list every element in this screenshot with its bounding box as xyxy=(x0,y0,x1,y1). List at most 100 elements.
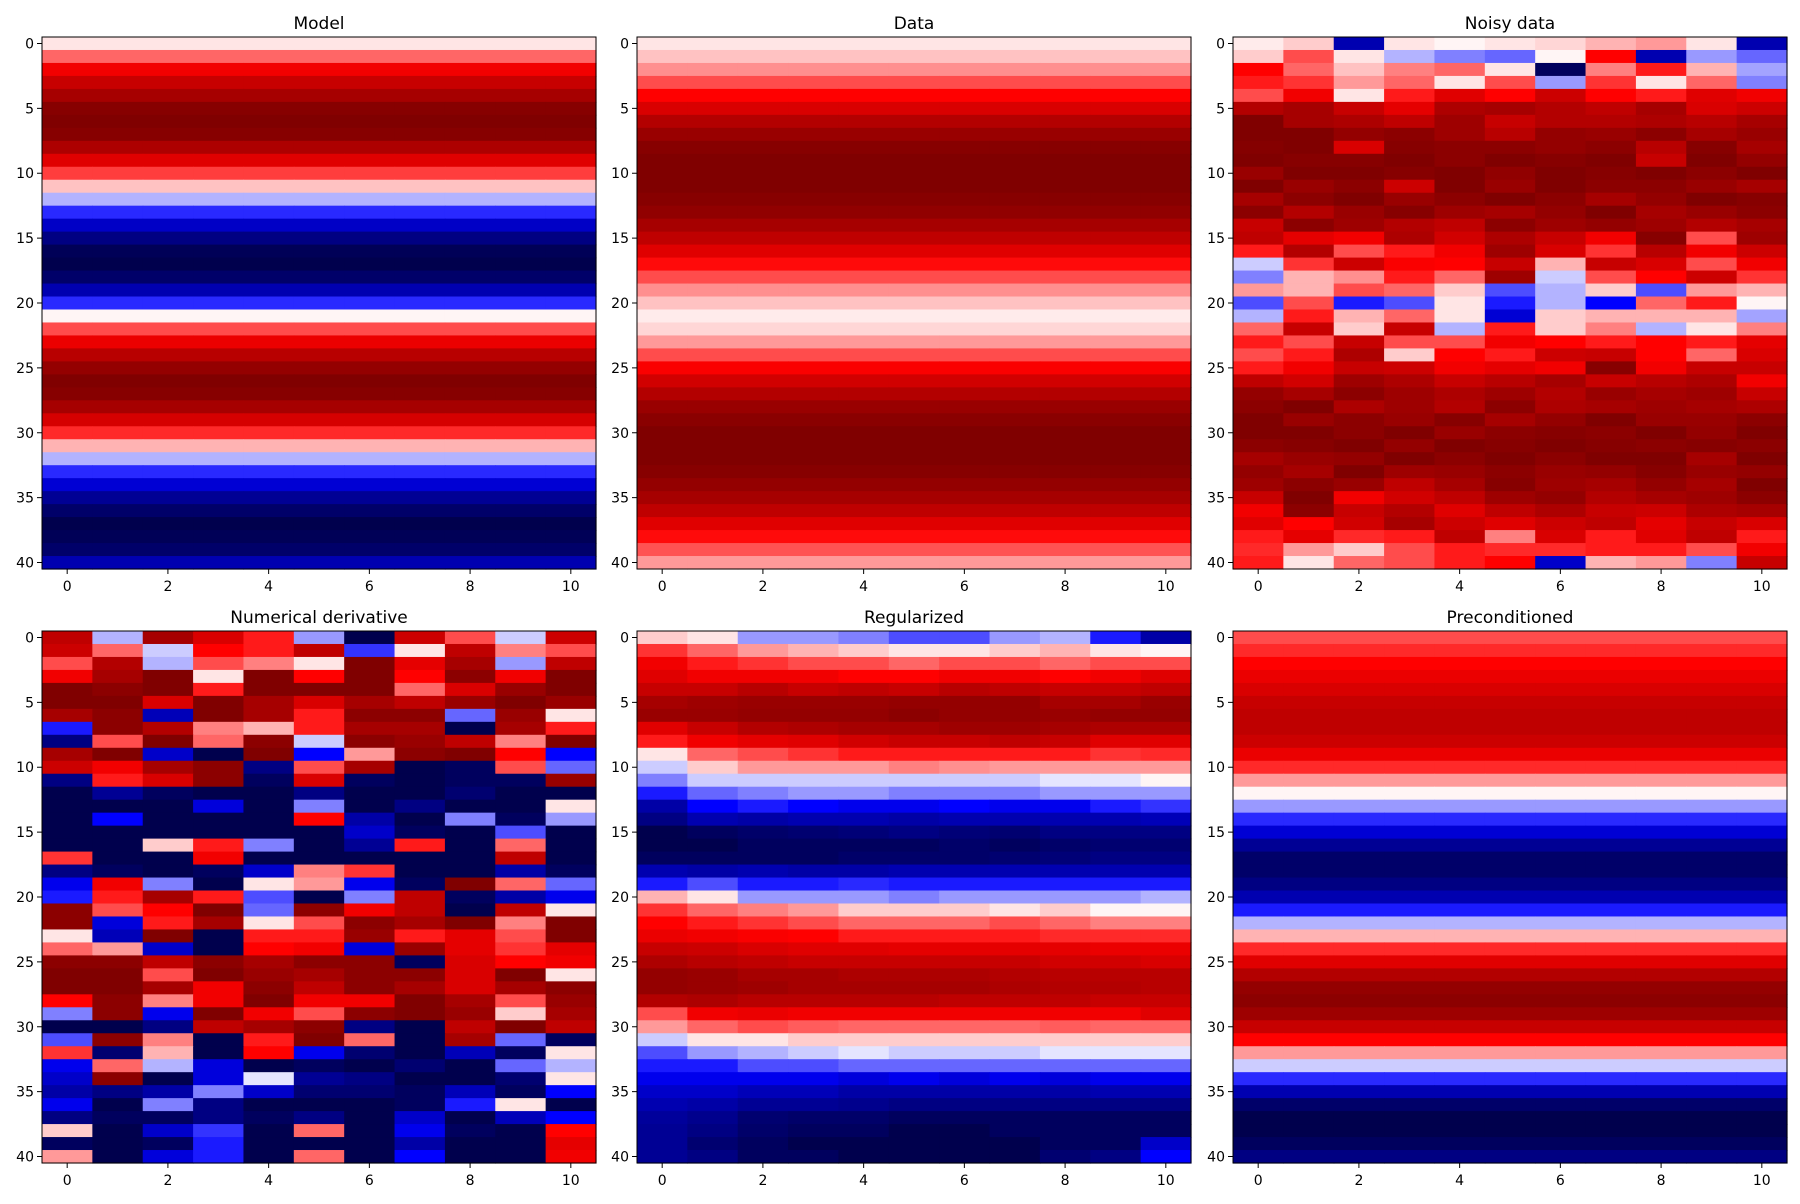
heatmap-cell xyxy=(1585,49,1637,64)
heatmap-cell xyxy=(1635,1150,1687,1164)
heatmap-cell xyxy=(394,335,446,350)
heatmap-cell xyxy=(243,1124,295,1138)
heatmap-cell xyxy=(1535,838,1587,853)
heatmap-cell xyxy=(344,478,396,492)
heatmap-cell xyxy=(1434,218,1486,233)
heatmap-cell xyxy=(444,773,496,788)
heatmap-cell xyxy=(888,205,940,220)
heatmap-cell xyxy=(1283,1098,1335,1112)
heatmap-cell xyxy=(1283,491,1335,505)
heatmap-cell xyxy=(1434,1137,1486,1151)
heatmap-cell xyxy=(1736,825,1788,840)
heatmap-cell xyxy=(737,387,789,401)
heatmap-cell xyxy=(243,1007,295,1021)
heatmap-cell xyxy=(1384,643,1436,658)
heatmap-cell xyxy=(42,153,93,168)
heatmap-cell xyxy=(1686,127,1738,142)
heatmap-cell xyxy=(1283,656,1335,671)
heatmap-cell xyxy=(545,517,597,531)
heatmap-cell xyxy=(344,631,396,645)
heatmap-cell xyxy=(444,37,496,51)
heatmap-cell xyxy=(1384,695,1436,710)
heatmap-cell xyxy=(344,929,396,944)
heatmap-cell xyxy=(92,478,144,492)
heatmap-cell xyxy=(737,309,789,324)
heatmap-cell xyxy=(1635,244,1687,259)
heatmap-cell xyxy=(92,851,144,866)
x-tick-label: 2 xyxy=(1354,1173,1363,1189)
heatmap-cell xyxy=(1283,825,1335,840)
heatmap-cell xyxy=(939,1150,991,1164)
x-tick-label: 4 xyxy=(1455,579,1464,595)
heatmap-cell xyxy=(1333,864,1385,879)
heatmap-cell xyxy=(1090,838,1142,853)
heatmap-cell xyxy=(545,851,597,866)
heatmap-cell xyxy=(444,348,496,362)
heatmap-cell xyxy=(545,1007,597,1021)
heatmap-cell xyxy=(495,75,547,90)
heatmap-cell xyxy=(1333,812,1385,827)
heatmap-cell xyxy=(1736,721,1788,736)
heatmap-cell xyxy=(939,101,991,116)
heatmap-cell xyxy=(888,669,940,684)
heatmap-cell xyxy=(1434,478,1486,492)
heatmap-cell xyxy=(989,994,1041,1008)
heatmap-cell xyxy=(1140,283,1192,298)
heatmap-cell xyxy=(1233,1098,1284,1112)
heatmap-cell xyxy=(1535,1150,1587,1164)
heatmap-cell xyxy=(737,205,789,220)
heatmap-cell xyxy=(293,491,345,505)
heatmap-cell xyxy=(637,140,688,155)
heatmap-cell xyxy=(1333,760,1385,775)
heatmap-cell xyxy=(1736,348,1788,362)
heatmap-cell xyxy=(243,452,295,466)
heatmap-cell xyxy=(1333,773,1385,788)
heatmap-cell xyxy=(142,62,194,77)
heatmap-cell xyxy=(1585,101,1637,116)
heatmap-cell xyxy=(1384,851,1436,866)
x-tick-label: 8 xyxy=(1061,579,1070,595)
y-tick-label: 0 xyxy=(1216,630,1225,646)
heatmap-cell xyxy=(42,890,93,905)
heatmap-cell xyxy=(42,270,93,285)
heatmap-cell xyxy=(737,682,789,697)
heatmap-cell xyxy=(637,309,688,324)
heatmap-cell xyxy=(687,361,739,375)
heatmap-cell xyxy=(939,942,991,956)
heatmap-cell xyxy=(1585,1124,1637,1138)
heatmap-cell xyxy=(1039,812,1091,827)
heatmap-cell xyxy=(495,1072,547,1086)
heatmap-cell xyxy=(637,851,688,866)
heatmap-cell xyxy=(788,656,840,671)
heatmap-cell xyxy=(637,556,688,570)
heatmap-cell xyxy=(42,114,93,129)
heatmap-cell xyxy=(637,890,688,905)
heatmap-cell xyxy=(1434,101,1486,116)
heatmap-cell xyxy=(1039,114,1091,129)
heatmap-cell xyxy=(1535,799,1587,814)
heatmap-cell xyxy=(394,864,446,879)
heatmap-cell xyxy=(1090,1046,1142,1060)
heatmap-cell xyxy=(293,127,345,142)
heatmap-cell xyxy=(1090,786,1142,801)
heatmap-cell xyxy=(1039,478,1091,492)
heatmap-cell xyxy=(142,942,194,956)
heatmap-cell xyxy=(1384,799,1436,814)
heatmap-cell xyxy=(1233,643,1284,658)
heatmap-cell xyxy=(1585,1007,1637,1021)
heatmap-cell xyxy=(344,374,396,388)
heatmap-cell xyxy=(1686,283,1738,298)
heatmap-cell xyxy=(1039,556,1091,570)
heatmap-cell xyxy=(1535,721,1587,736)
heatmap-cell xyxy=(1333,543,1385,557)
heatmap-cell xyxy=(495,643,547,658)
heatmap-cell xyxy=(495,656,547,671)
heatmap-cell xyxy=(344,179,396,194)
heatmap-cell xyxy=(1434,452,1486,466)
heatmap-cell xyxy=(1535,890,1587,905)
heatmap-cell xyxy=(444,825,496,840)
heatmap-cell xyxy=(1736,656,1788,671)
heatmap-cell xyxy=(1585,1098,1637,1112)
heatmap-cell xyxy=(42,517,93,531)
heatmap-cell xyxy=(394,88,446,103)
